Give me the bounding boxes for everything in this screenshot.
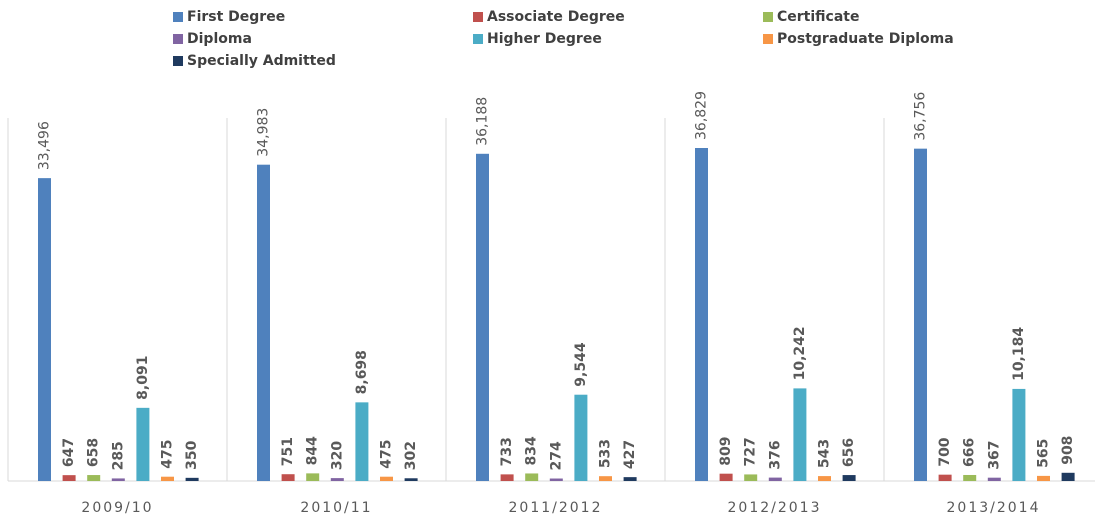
bar [62,475,76,481]
value-label: 666 [962,438,978,467]
bar [719,473,733,481]
bar [793,388,807,481]
bar [574,394,588,481]
bar [185,477,199,481]
bar [1061,472,1075,481]
value-label: 367 [986,440,1002,469]
value-label: 285 [110,441,126,470]
bar [1012,388,1026,481]
value-label: 809 [718,436,734,465]
bar [695,148,708,481]
legend-swatch [763,12,773,22]
x-tick-label: 2013/2014 [947,500,1041,516]
bar [281,474,295,481]
value-label: 565 [1036,439,1052,468]
bar [842,475,856,481]
bar [599,476,612,481]
bar [623,477,637,481]
value-label: 36,829 [694,91,710,140]
value-label: 908 [1060,436,1076,465]
value-label: 36,756 [913,92,929,141]
value-label: 376 [767,440,783,469]
value-label: 543 [817,439,833,468]
value-label: 733 [499,437,515,466]
bar [744,474,758,481]
bar [257,164,270,481]
bar [500,474,514,481]
value-label: 427 [622,440,638,469]
legend-label: Higher Degree [487,31,602,47]
bar [818,476,831,481]
legend-label: Postgraduate Diploma [777,31,954,47]
bar [938,474,952,481]
bar [161,476,174,481]
value-label: 8,698 [354,350,370,394]
value-label: 844 [305,436,321,465]
value-label: 727 [743,437,759,466]
value-label: 350 [184,440,200,469]
bar [38,178,51,481]
value-label: 751 [280,437,296,466]
value-label: 33,496 [37,121,53,170]
legend-label: Associate Degree [487,9,625,25]
legend-label: Diploma [187,31,252,47]
value-label: 533 [598,439,614,468]
legend-swatch [473,34,483,44]
value-label: 658 [86,438,102,467]
bar [404,478,418,481]
bar [963,474,977,481]
value-label: 834 [524,436,540,465]
legend-label: Specially Admitted [187,53,336,69]
value-label: 36,188 [475,97,491,146]
value-label: 34,983 [256,108,272,157]
legend-label: Certificate [777,9,859,25]
bar [306,473,320,481]
x-tick-label: 2009/10 [81,500,153,516]
value-label: 302 [403,441,419,470]
legend-swatch [763,34,773,44]
value-label: 475 [379,439,395,468]
value-label: 475 [160,439,176,468]
x-tick-label: 2011/2012 [509,500,603,516]
x-tick-label: 2010/11 [300,500,372,516]
value-label: 320 [329,441,345,470]
bar [525,473,539,481]
bar [87,475,101,481]
bar [330,478,344,481]
legend-swatch [173,34,183,44]
value-label: 8,091 [135,356,151,400]
bar [987,477,1001,481]
bar [355,402,369,481]
legend-swatch [173,12,183,22]
value-label: 10,184 [1011,327,1027,381]
value-label: 656 [841,438,857,467]
value-label: 9,544 [573,342,589,387]
bar [914,148,927,482]
bar [1037,475,1050,481]
value-label: 274 [548,441,564,470]
value-label: 700 [937,437,953,466]
bar [476,153,489,482]
legend-label: First Degree [187,9,285,25]
bar [380,476,393,481]
x-tick-label: 2012/2013 [728,500,822,516]
value-label: 647 [61,438,77,467]
bar [136,407,150,481]
legend-swatch [473,12,483,22]
bar [549,478,563,481]
bar [768,477,782,481]
bar [111,478,125,481]
legend-swatch [173,56,183,66]
value-label: 10,242 [792,326,808,380]
